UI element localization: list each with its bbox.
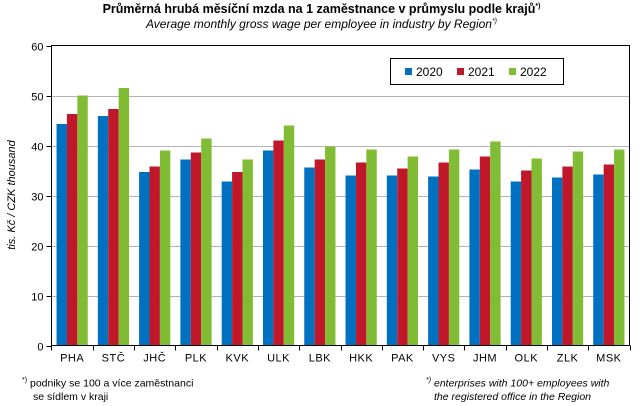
y-axis: 0 10 20 30 40 50 60 <box>31 42 52 354</box>
bar-PLK-2020 <box>180 159 191 346</box>
bar-STČ-2021 <box>108 109 119 346</box>
bar-LBK-2021 <box>314 159 326 346</box>
x-tick-label: JHČ <box>143 352 166 365</box>
bar-JHM-2021 <box>479 156 491 346</box>
footnote-czech: *) podniky se 100 a více zaměstnanci se … <box>22 374 193 404</box>
chart-subtitle-text: Average monthly gross wage per employee … <box>145 17 492 31</box>
x-axis: PHA STČ JHČ PLK KVK ULK LBK HKK PAK VYS JHM OLK ZLK M… <box>51 345 631 365</box>
bar-MSK-2022 <box>614 149 625 346</box>
footnote-english: *) enterprises with 100+ employees with … <box>426 374 609 404</box>
footnote-marker: *) <box>22 377 28 384</box>
chart-title-text: Průměrná hrubá měsíční mzda na 1 zaměstn… <box>102 2 536 16</box>
bar-KVK-2021 <box>232 172 243 346</box>
bar-PHA-2022 <box>77 95 88 346</box>
bar-HKK-2021 <box>355 162 367 346</box>
legend-swatch-2021 <box>457 68 464 75</box>
x-tick-label: PHA <box>60 353 84 365</box>
y-tick-label: 10 <box>31 292 43 304</box>
bar-ULK-2022 <box>283 125 295 346</box>
bar-JHM-2020 <box>469 169 480 346</box>
bar-STČ-2022 <box>118 88 130 346</box>
bar-OLK-2020 <box>510 181 522 346</box>
legend-box <box>390 58 564 85</box>
y-tick-label: 50 <box>31 92 43 104</box>
legend-swatch-2020 <box>405 68 412 75</box>
plot-area-border <box>51 45 630 346</box>
chart-subtitle: Average monthly gross wage per employee … <box>0 17 643 31</box>
bar-JHČ-2021 <box>149 166 160 346</box>
bar-LBK-2022 <box>325 146 336 346</box>
bar-MSK-2020 <box>593 174 604 346</box>
bar-PLK-2021 <box>190 152 202 346</box>
bar-KVK-2020 <box>221 181 233 346</box>
bar-JHČ-2020 <box>139 172 150 346</box>
subtitle-footnote-marker: *) <box>491 18 498 25</box>
bar-PAK-2020 <box>386 175 398 346</box>
x-tick-label: HKK <box>349 353 373 365</box>
legend-label-2021: 2021 <box>468 65 495 79</box>
bar-KVK-2022 <box>242 159 253 346</box>
bar-STČ-2020 <box>97 116 109 346</box>
x-tick-label: PLK <box>185 353 207 365</box>
bar-OLK-2021 <box>521 170 532 346</box>
x-tick-label: LBK <box>309 353 331 365</box>
footnote-czech-line2: se sídlem v kraji <box>33 390 109 403</box>
legend: 2020 2021 2022 <box>390 58 564 85</box>
title-footnote-marker: *) <box>535 2 541 10</box>
bar-ZLK-2022 <box>572 151 584 346</box>
bar-ULK-2020 <box>262 150 274 346</box>
bars <box>56 88 625 346</box>
bar-VYS-2022 <box>448 149 460 346</box>
footnote-marker: *) <box>426 377 432 384</box>
footnote-czech-line1: podniky se 100 a více zaměstnanci <box>29 377 194 390</box>
bar-PAK-2022 <box>407 156 419 346</box>
bar-PHA-2021 <box>66 114 78 346</box>
y-tick-label: 40 <box>31 142 43 154</box>
x-tick-label: ULK <box>267 353 290 365</box>
bar-OLK-2022 <box>531 158 542 346</box>
y-tick-label: 30 <box>31 192 43 204</box>
x-tick-label: OLK <box>515 353 539 365</box>
x-tick-label: MSK <box>596 353 622 365</box>
bar-PLK-2022 <box>201 138 212 346</box>
legend-label-2022: 2022 <box>520 65 547 79</box>
bar-JHČ-2022 <box>159 150 171 346</box>
y-tick-label: 60 <box>31 42 43 54</box>
chart-title: Průměrná hrubá měsíční mzda na 1 zaměstn… <box>0 2 643 16</box>
x-tick-label: STČ <box>102 352 126 365</box>
bar-VYS-2021 <box>438 162 449 346</box>
bar-HKK-2022 <box>366 149 377 346</box>
x-tick-label: JHM <box>473 353 497 365</box>
x-tick-label: VYS <box>432 353 456 365</box>
y-axis-label: tis. Kč / CZK thousand <box>6 139 18 249</box>
bar-ULK-2021 <box>273 140 284 346</box>
bar-PAK-2021 <box>397 168 408 346</box>
y-tick-label: 0 <box>37 342 43 354</box>
bar-HKK-2020 <box>345 175 356 346</box>
bar-LBK-2020 <box>304 167 315 346</box>
footnote-english-line1: enterprises with 100+ employees with <box>433 377 610 390</box>
gridlines <box>51 96 630 297</box>
footnote-english-line2: the registered office in the Region <box>434 390 592 403</box>
legend-label-2020: 2020 <box>416 65 443 79</box>
bar-PHA-2020 <box>56 124 67 346</box>
bar-JHM-2022 <box>490 141 501 346</box>
y-tick-label: 20 <box>31 242 43 254</box>
x-tick-label: PAK <box>391 353 414 365</box>
bar-MSK-2021 <box>603 164 615 346</box>
bar-VYS-2020 <box>428 176 439 346</box>
x-tick-label: KVK <box>226 353 250 365</box>
legend-swatch-2022 <box>509 68 516 75</box>
bar-ZLK-2020 <box>551 177 563 346</box>
bar-ZLK-2021 <box>562 166 573 346</box>
x-tick-label: ZLK <box>557 353 579 365</box>
